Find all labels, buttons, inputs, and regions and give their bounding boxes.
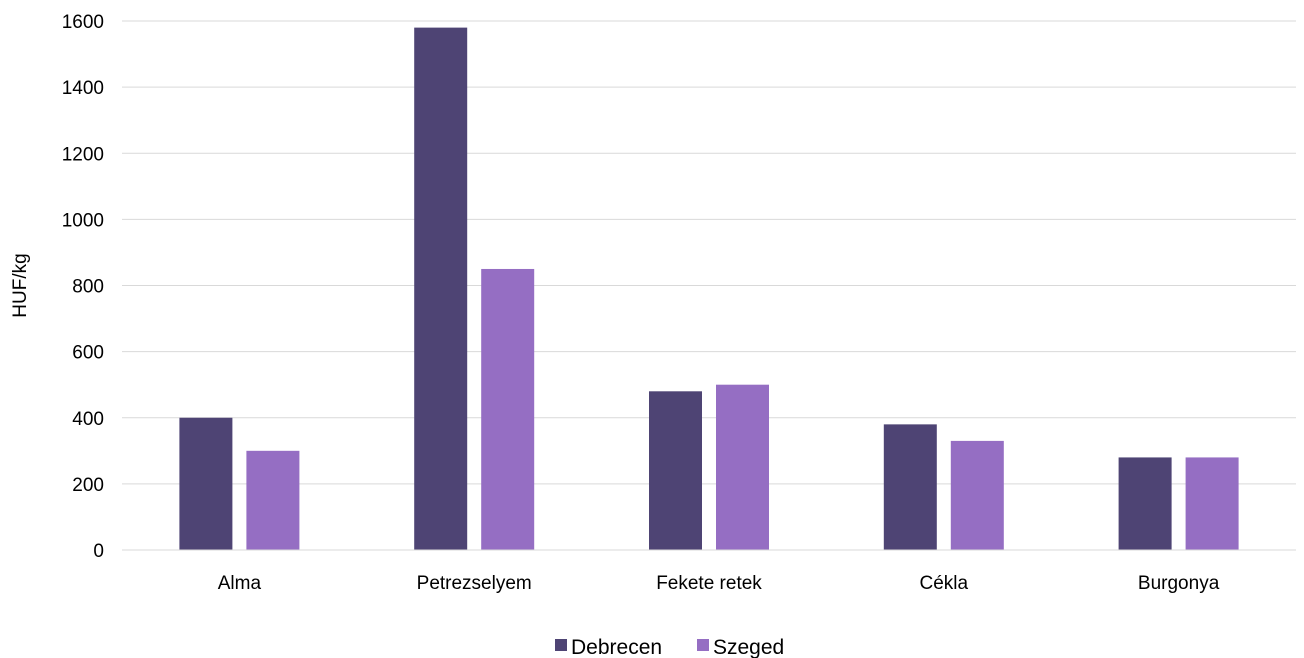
y-tick-label: 600 xyxy=(72,343,104,364)
bar-debrecen-3 xyxy=(883,424,937,550)
y-axis-title: HUF/kg xyxy=(10,253,31,317)
x-tick-label: Alma xyxy=(218,573,262,594)
legend-label-szeged: Szeged xyxy=(713,636,784,658)
bar-debrecen-2 xyxy=(649,391,702,550)
y-tick-label: 1200 xyxy=(62,144,104,165)
y-tick-label: 0 xyxy=(93,541,104,562)
legend: Debrecen Szeged xyxy=(555,636,784,658)
gridlines xyxy=(122,20,1296,485)
y-tick-label: 400 xyxy=(72,409,104,430)
x-tick-label: Petrezselyem xyxy=(417,573,532,594)
y-axis-ticks: 0 200 400 600 800 1000 1200 1400 1600 xyxy=(62,12,104,562)
y-tick-label: 800 xyxy=(72,277,104,298)
bar-debrecen-0 xyxy=(179,417,233,550)
bar-debrecen-1 xyxy=(414,27,468,551)
y-tick-label: 1600 xyxy=(62,12,104,33)
y-tick-label: 200 xyxy=(72,475,104,496)
x-tick-label: Fekete retek xyxy=(656,573,762,594)
x-tick-label: Burgonya xyxy=(1138,573,1220,594)
bar-szeged-4 xyxy=(1185,457,1239,550)
legend-swatch-debrecen xyxy=(555,639,567,651)
bar-szeged-0 xyxy=(246,450,300,550)
bar-szeged-2 xyxy=(716,384,769,550)
bar-debrecen-4 xyxy=(1118,457,1172,550)
bar-szeged-1 xyxy=(481,268,535,550)
x-tick-label: Cékla xyxy=(920,573,969,594)
bar-szeged-3 xyxy=(950,440,1004,550)
y-tick-label: 1000 xyxy=(62,210,104,231)
y-tick-label: 1400 xyxy=(62,78,104,99)
bars xyxy=(179,27,1239,551)
x-axis-ticks: Alma Petrezselyem Fekete retek Cékla Burgony… xyxy=(218,573,1220,594)
legend-swatch-szeged xyxy=(697,639,709,651)
legend-label-debrecen: Debrecen xyxy=(571,636,662,658)
